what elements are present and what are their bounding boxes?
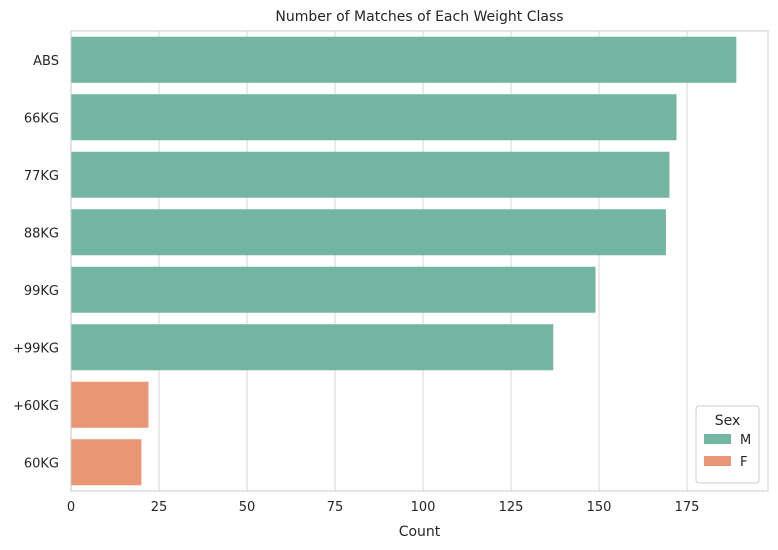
x-tick-label: 50: [239, 500, 256, 515]
x-tick-label: 175: [675, 500, 700, 515]
chart-title: Number of Matches of Each Weight Class: [275, 9, 563, 25]
y-tick-label: 60KG: [24, 456, 59, 471]
bars: [71, 36, 737, 486]
y-tick-label: 77KG: [24, 169, 59, 184]
x-tick-label: 25: [151, 500, 168, 515]
legend-swatch-m: [704, 434, 731, 444]
bar-plus-99kg: [71, 324, 554, 371]
legend-entries: MF: [704, 433, 751, 470]
y-tick-labels: ABS 66KG 77KG 88KG 99KG +99KG +60KG 60KG: [13, 54, 59, 472]
bar-77kg: [71, 151, 670, 198]
y-tick-label: 88KG: [24, 226, 59, 241]
x-tick-label: 150: [587, 500, 612, 515]
y-tick-label: ABS: [33, 54, 59, 69]
y-tick-label: +99KG: [13, 341, 59, 356]
x-axis-label: Count: [399, 524, 441, 540]
legend-title: Sex: [715, 413, 741, 429]
x-tick-label: 0: [67, 500, 75, 515]
legend: Sex MF: [695, 405, 760, 484]
bar-abs: [71, 36, 737, 83]
bar-66kg: [71, 94, 677, 141]
plot-frame: [70, 30, 769, 492]
y-tick-label: 66KG: [24, 111, 59, 126]
legend-label-f: F: [740, 455, 747, 470]
x-tick-label: 75: [327, 500, 344, 515]
legend-label-m: M: [740, 433, 751, 448]
legend-swatch-f: [704, 456, 731, 466]
x-tick-labels: 0 25 50 75 100 125 150 175: [67, 500, 700, 515]
bar-60kg: [71, 439, 142, 486]
x-tick-label: 125: [499, 500, 524, 515]
bar-88kg: [71, 209, 666, 256]
x-tick-label: 100: [411, 500, 436, 515]
bar-99kg: [71, 266, 596, 313]
bar-plus-60kg: [71, 381, 149, 428]
y-tick-label: 99KG: [24, 284, 59, 299]
y-tick-label: +60KG: [13, 399, 59, 414]
